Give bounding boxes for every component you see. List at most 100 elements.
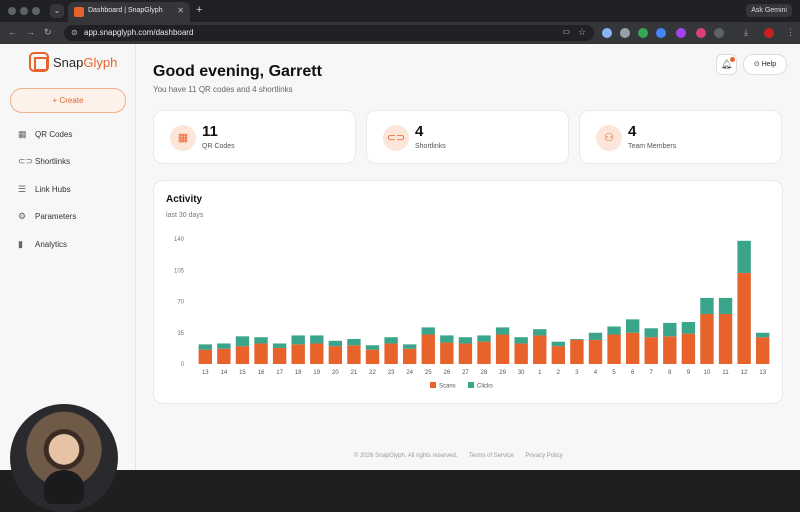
x-tick-label: 18: [295, 370, 302, 376]
bar-clicks: [365, 345, 380, 350]
profile-avatar-icon[interactable]: [764, 28, 774, 38]
address-bar[interactable]: ⊜ app.snapglyph.com/dashboard ▭ ☆: [64, 25, 594, 41]
x-tick-label: 29: [499, 370, 506, 376]
ask-gemini-button[interactable]: Ask Gemini: [746, 4, 792, 17]
y-tick-label: 35: [177, 331, 184, 337]
x-tick-label: 11: [722, 370, 729, 376]
bar-clicks: [235, 336, 250, 347]
bookmark-star-icon[interactable]: ☆: [577, 27, 586, 37]
sidebar: SnapGlyph + Create ▦ QR Codes ⊂⊃ Shortlink…: [0, 44, 136, 470]
sidebar-item-qr-codes[interactable]: ▦ QR Codes: [18, 129, 72, 143]
x-tick-label: 19: [313, 370, 320, 376]
logo-suffix: Glyph: [83, 55, 118, 70]
list-icon: ☰: [18, 184, 27, 194]
stat-label: Shortlinks: [415, 143, 446, 150]
bar-clicks: [402, 344, 417, 349]
sidebar-item-analytics[interactable]: ▮ Analytics: [18, 239, 67, 253]
stat-card-shortlinks[interactable]: ⊂⊃ 4 Shortlinks: [366, 110, 569, 164]
bar-scans: [328, 346, 343, 364]
stat-card-qr-codes[interactable]: ▦ 11 QR Codes: [153, 110, 356, 164]
bar-scans: [644, 337, 658, 364]
footer: © 2026 SnapGlyph. All rights reserved. T…: [354, 453, 573, 459]
bar-scans: [458, 343, 473, 364]
sidebar-item-shortlinks[interactable]: ⊂⊃ Shortlinks: [18, 156, 70, 170]
new-tab-icon[interactable]: +: [196, 4, 203, 16]
stat-card-team-members[interactable]: ⚇ 4 Team Members: [579, 110, 782, 164]
x-tick-label: 16: [258, 370, 265, 376]
bar-scans: [663, 336, 677, 364]
extension-icon[interactable]: [602, 28, 612, 38]
legend-swatch: [468, 382, 474, 388]
bar-scans: [365, 349, 380, 364]
activity-card: Activity last 30 days 0 35 70 105 140 13 14 15 1…: [153, 180, 783, 404]
extension-icon[interactable]: [620, 28, 630, 38]
bell-icon: 🔔︎: [720, 59, 733, 69]
bar-scans: [495, 334, 510, 364]
bar-scans: [402, 348, 417, 364]
bar-scans: [477, 341, 491, 364]
close-tab-icon[interactable]: ✕: [177, 6, 184, 15]
cast-icon[interactable]: ▭: [562, 27, 570, 36]
minimize-window-icon[interactable]: [20, 7, 28, 15]
webcam-overlay: [10, 404, 118, 512]
x-tick-label: 14: [221, 370, 228, 376]
x-tick-label: 9: [687, 370, 691, 376]
bar-clicks: [737, 240, 751, 273]
x-tick-label: 13: [202, 370, 209, 376]
bar-clicks: [198, 344, 212, 350]
bar-clicks: [663, 322, 677, 337]
toolbar: ← → ↻ ⊜ app.snapglyph.com/dashboard ▭ ☆ …: [0, 22, 800, 44]
download-icon[interactable]: ⤓: [744, 27, 748, 37]
bar-clicks: [477, 335, 491, 342]
x-tick-label: 2: [557, 370, 561, 376]
legend-label: Clicks: [477, 384, 493, 390]
x-tick-label: 1: [538, 370, 542, 376]
activity-title: Activity: [166, 194, 203, 205]
footer-terms-link[interactable]: Terms of Service: [469, 453, 514, 459]
x-tick-label: 17: [276, 370, 283, 376]
bar-scans: [217, 348, 231, 364]
favicon-icon: [74, 7, 84, 17]
help-button[interactable]: ⊙ Help: [743, 54, 787, 75]
footer-copyright: © 2026 SnapGlyph. All rights reserved.: [354, 453, 458, 459]
stat-label: QR Codes: [202, 143, 235, 150]
bar-scans: [514, 343, 528, 364]
bar-clicks: [347, 339, 361, 346]
sidebar-item-parameters[interactable]: ⚙ Parameters: [18, 211, 76, 225]
bar-clicks: [625, 319, 640, 333]
extension-icon[interactable]: [676, 28, 686, 38]
legend-label: Scans: [439, 384, 456, 390]
extension-icon[interactable]: [696, 28, 706, 38]
sidebar-item-link-hubs[interactable]: ☰ Link Hubs: [18, 184, 71, 198]
back-icon[interactable]: ←: [8, 27, 17, 37]
extension-icon[interactable]: [638, 28, 648, 38]
stat-value: 4: [415, 123, 424, 140]
bar-clicks: [384, 337, 398, 344]
close-window-icon[interactable]: [8, 7, 16, 15]
forward-icon[interactable]: →: [26, 27, 35, 37]
bar-clicks: [328, 340, 343, 347]
gear-icon: ⚙: [18, 211, 27, 221]
site-info-icon[interactable]: ⊜: [71, 28, 78, 37]
logo-text[interactable]: SnapGlyph: [53, 55, 117, 70]
x-tick-label: 23: [388, 370, 395, 376]
extensions-puzzle-icon[interactable]: [714, 28, 724, 38]
tab-search-icon[interactable]: ⌄: [50, 4, 64, 18]
create-button[interactable]: + Create: [10, 88, 126, 113]
app-viewport: SnapGlyph + Create ▦ QR Codes ⊂⊃ Shortlink…: [0, 44, 800, 512]
maximize-window-icon[interactable]: [32, 7, 40, 15]
menu-kebab-icon[interactable]: ⋮: [786, 27, 795, 37]
main-content: Good evening, Garrett You have 11 QR cod…: [136, 44, 800, 470]
bar-scans: [421, 334, 435, 364]
extension-icon[interactable]: [656, 28, 666, 38]
bar-scans: [533, 335, 547, 364]
bar-clicks: [681, 322, 696, 334]
x-tick-label: 12: [741, 370, 748, 376]
stat-value: 11: [202, 123, 218, 140]
browser-tab[interactable]: Dashboard | SnapGlyph ✕: [68, 2, 190, 22]
bar-chart-icon: ▮: [18, 239, 23, 249]
x-tick-label: 28: [481, 370, 488, 376]
footer-privacy-link[interactable]: Privacy Policy: [525, 453, 563, 459]
reload-icon[interactable]: ↻: [44, 27, 52, 37]
